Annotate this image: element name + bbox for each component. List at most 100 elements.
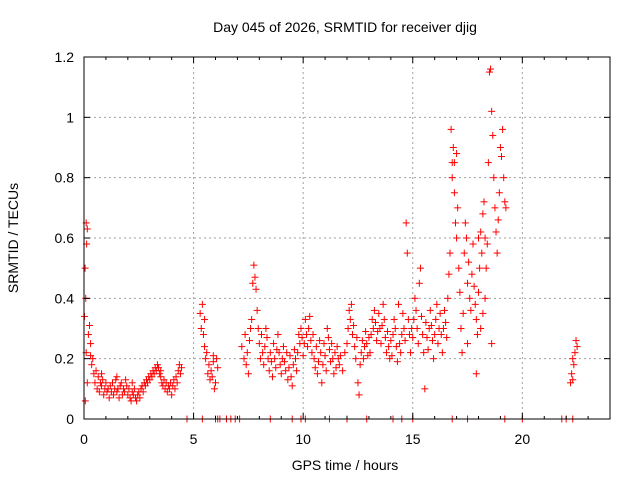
- data-point: [255, 340, 263, 348]
- data-point: [456, 288, 464, 296]
- data-point: [199, 331, 207, 339]
- data-point: [499, 125, 507, 133]
- data-point: [448, 174, 456, 182]
- data-point: [288, 382, 296, 390]
- x-tick-label: 5: [190, 431, 198, 447]
- data-point: [130, 385, 138, 393]
- data-point: [438, 349, 446, 357]
- y-tick-label: 0.8: [55, 170, 75, 186]
- data-point: [396, 340, 404, 348]
- data-point: [330, 370, 338, 378]
- data-point: [398, 331, 406, 339]
- data-point: [248, 315, 256, 323]
- data-point: [449, 144, 457, 151]
- data-point: [201, 315, 209, 323]
- data-point: [261, 343, 269, 351]
- data-point: [478, 249, 486, 257]
- data-point: [346, 315, 354, 323]
- data-point: [477, 228, 485, 236]
- data-point: [324, 334, 332, 342]
- data-point: [95, 388, 103, 396]
- x-tick-label: 15: [405, 431, 421, 447]
- data-point: [311, 364, 319, 372]
- data-point: [366, 349, 374, 357]
- data-point: [196, 309, 204, 317]
- data-point: [198, 300, 206, 308]
- data-point: [359, 355, 367, 363]
- data-point: [481, 234, 489, 242]
- data-point: [392, 343, 400, 351]
- data-point: [322, 367, 330, 375]
- data-point: [209, 352, 217, 360]
- data-point: [157, 367, 165, 375]
- data-point: [289, 361, 297, 369]
- data-point: [465, 258, 473, 266]
- x-axis-label: GPS time / hours: [292, 457, 399, 473]
- data-point: [430, 355, 438, 363]
- data-point: [133, 397, 141, 405]
- data-point: [414, 340, 422, 348]
- data-point: [205, 361, 213, 369]
- data-point: [136, 394, 144, 402]
- data-point: [88, 361, 96, 369]
- data-point: [207, 367, 215, 375]
- data-point: [252, 285, 260, 293]
- data-point: [353, 334, 361, 342]
- data-point: [410, 315, 418, 323]
- data-point: [262, 325, 270, 332]
- data-point: [500, 174, 508, 182]
- data-point: [306, 312, 314, 320]
- data-point: [371, 318, 379, 326]
- x-tick-labels: 0 5 10 15 20: [80, 431, 530, 447]
- data-point: [573, 343, 581, 351]
- data-point: [156, 370, 164, 378]
- data-point: [115, 394, 123, 402]
- data-point: [332, 364, 340, 372]
- data-point: [210, 385, 218, 393]
- data-point: [568, 370, 576, 378]
- data-point: [451, 219, 459, 227]
- data-point: [470, 282, 478, 290]
- data-point: [495, 189, 503, 197]
- y-axis-label: SRMTID / TECUs: [5, 183, 21, 293]
- data-point: [493, 249, 501, 257]
- data-point: [432, 315, 440, 323]
- data-point: [379, 300, 387, 308]
- data-point: [250, 261, 258, 269]
- data-point: [313, 370, 321, 378]
- data-point: [454, 204, 462, 212]
- data-point: [341, 349, 349, 357]
- data-point: [291, 355, 299, 363]
- data-point: [274, 331, 282, 339]
- y-tick-label: 1.2: [55, 49, 75, 65]
- data-point: [570, 361, 578, 369]
- data-point: [399, 309, 407, 317]
- data-point: [487, 65, 495, 73]
- y-tick-label: 0.6: [55, 230, 75, 246]
- data-point: [569, 376, 577, 384]
- data-point: [286, 352, 294, 360]
- data-point: [100, 391, 108, 399]
- data-point: [352, 355, 360, 363]
- data-point: [317, 349, 325, 357]
- data-point: [307, 337, 315, 345]
- data-point: [81, 397, 89, 405]
- data-point: [428, 337, 436, 345]
- data-point: [351, 343, 359, 351]
- data-point: [83, 379, 91, 387]
- data-point: [401, 337, 409, 345]
- data-point: [260, 361, 268, 369]
- data-point: [477, 325, 485, 332]
- data-point: [462, 234, 470, 242]
- data-point: [479, 210, 487, 218]
- data-point: [336, 352, 344, 360]
- data-point: [419, 331, 427, 339]
- data-point: [377, 340, 385, 348]
- data-point: [446, 249, 454, 257]
- data-point: [153, 361, 161, 369]
- data-point: [87, 352, 95, 360]
- data-point: [213, 355, 221, 363]
- data-point: [390, 315, 398, 323]
- data-point: [285, 364, 293, 372]
